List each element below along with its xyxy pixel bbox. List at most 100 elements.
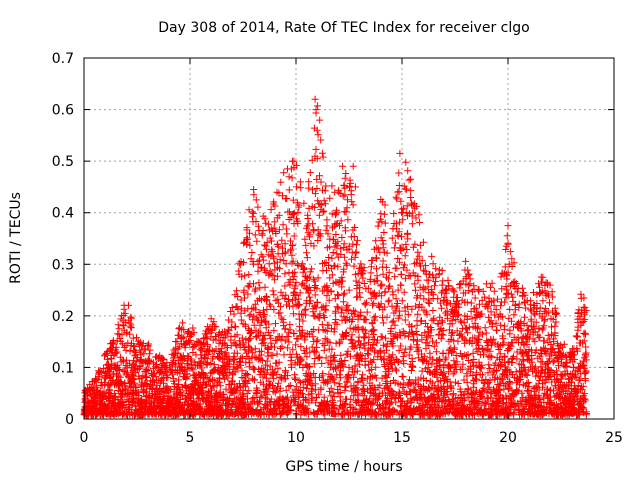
- data-point: [283, 230, 291, 238]
- data-point: [272, 320, 279, 328]
- data-point: [434, 357, 442, 364]
- data-point: [240, 286, 248, 294]
- data-point: [424, 323, 432, 331]
- data-point: [240, 258, 247, 266]
- data-point: [373, 254, 381, 262]
- data-point: [432, 265, 440, 273]
- data-point: [405, 351, 413, 359]
- data-point: [222, 349, 230, 357]
- data-point: [480, 351, 487, 359]
- data-point: [394, 300, 401, 307]
- data-point: [320, 379, 328, 387]
- data-point: [268, 237, 275, 245]
- data-point: [196, 403, 204, 411]
- data-point: [221, 334, 229, 342]
- data-point: [356, 283, 364, 291]
- data-point: [521, 313, 528, 321]
- data-point: [549, 358, 557, 366]
- data-point: [265, 260, 273, 268]
- data-point: [133, 383, 141, 391]
- data-point: [449, 390, 457, 398]
- data-point: [238, 334, 246, 342]
- data-point: [445, 282, 453, 290]
- data-point: [374, 336, 381, 344]
- data-point: [333, 242, 341, 250]
- data-point: [347, 395, 355, 403]
- data-point: [332, 316, 340, 323]
- data-point: [430, 342, 438, 350]
- data-point: [233, 331, 241, 339]
- data-point: [108, 377, 116, 384]
- data-point: [363, 299, 370, 307]
- data-point: [184, 352, 192, 360]
- data-point: [453, 400, 461, 408]
- data-point: [160, 355, 168, 363]
- data-point: [307, 371, 314, 379]
- data-point: [205, 378, 213, 386]
- data-point: [358, 352, 366, 360]
- data-point: [281, 295, 289, 303]
- data-point: [144, 393, 152, 401]
- data-point: [391, 239, 399, 247]
- data-point: [143, 374, 151, 381]
- data-point: [173, 338, 181, 346]
- data-point: [335, 186, 343, 194]
- data-point: [273, 350, 281, 358]
- data-point: [293, 161, 301, 169]
- data-point: [158, 375, 166, 383]
- data-point: [314, 102, 322, 110]
- data-point: [510, 311, 518, 319]
- data-point: [343, 261, 351, 269]
- data-point: [370, 299, 378, 307]
- data-point: [246, 229, 253, 237]
- data-point: [275, 358, 283, 366]
- data-point: [469, 349, 477, 357]
- data-point: [397, 342, 405, 350]
- data-point: [338, 305, 346, 313]
- data-point: [255, 328, 263, 336]
- data-point: [180, 334, 188, 342]
- data-point: [392, 398, 400, 406]
- data-point: [329, 388, 337, 396]
- data-point: [407, 343, 415, 351]
- data-point: [420, 266, 428, 274]
- data-point: [539, 273, 547, 281]
- data-point: [390, 317, 398, 325]
- data-point: [359, 274, 367, 282]
- data-point: [389, 351, 397, 359]
- data-point: [288, 251, 296, 259]
- data-point: [189, 366, 197, 374]
- data-point: [303, 249, 310, 257]
- data-point: [335, 291, 343, 299]
- data-point: [118, 340, 126, 348]
- data-point: [312, 145, 320, 153]
- data-point: [287, 237, 294, 245]
- data-point: [249, 375, 257, 383]
- data-point: [341, 184, 349, 192]
- data-point: [279, 192, 286, 200]
- data-point: [299, 364, 307, 371]
- data-point: [345, 242, 353, 250]
- data-point: [392, 193, 400, 201]
- data-point: [328, 373, 336, 381]
- data-point: [438, 281, 446, 289]
- data-point: [401, 261, 408, 269]
- data-point: [455, 310, 462, 318]
- data-point: [114, 330, 122, 338]
- data-point: [396, 389, 404, 397]
- data-point: [275, 226, 283, 234]
- data-point: [382, 334, 390, 342]
- data-point: [444, 314, 452, 322]
- data-point: [400, 204, 408, 212]
- data-point: [391, 379, 399, 387]
- data-point: [289, 241, 297, 249]
- data-point: [319, 409, 327, 417]
- data-point: [458, 365, 466, 373]
- data-point: [291, 296, 299, 304]
- data-point: [347, 191, 355, 199]
- data-point: [454, 312, 462, 320]
- data-point: [448, 349, 455, 357]
- data-point: [308, 265, 316, 273]
- data-point: [388, 338, 396, 346]
- data-point: [429, 291, 437, 299]
